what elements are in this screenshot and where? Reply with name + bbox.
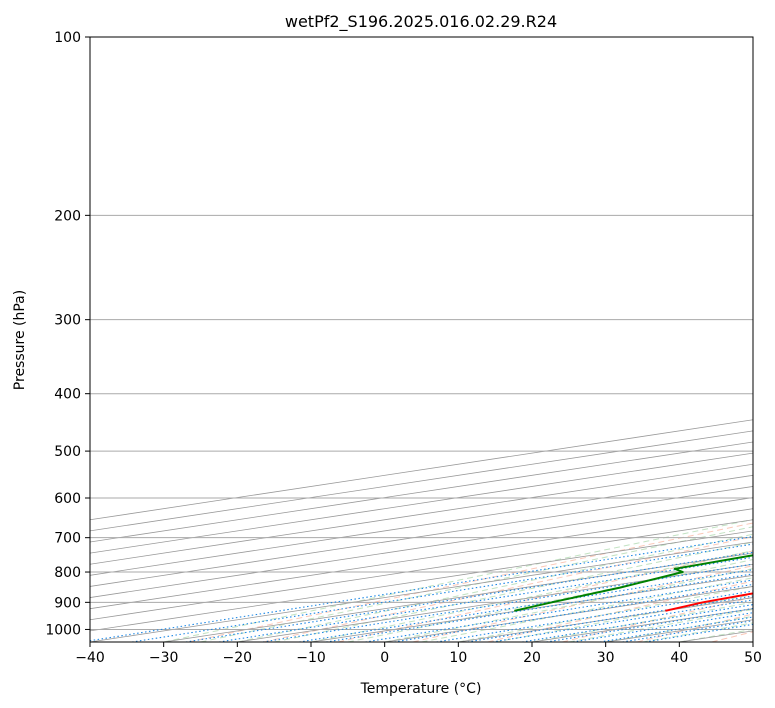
y-tick-label: 800	[54, 565, 81, 581]
isotherm-line	[90, 519, 753, 621]
moist-adiabat	[237, 533, 753, 642]
y-tick-label: 400	[54, 387, 81, 403]
dry-adiabat	[562, 596, 753, 642]
dry-adiabats	[188, 522, 753, 642]
y-axis: 100 200 300 400 500 600 700 800 900 1000	[45, 30, 90, 638]
isotherm-line	[90, 463, 753, 565]
dry-adiabat	[412, 565, 753, 642]
dry-adiabat	[338, 550, 753, 642]
x-tick-label: 30	[597, 650, 615, 666]
x-tick-label: 40	[670, 650, 688, 666]
x-tick-label: −30	[149, 650, 179, 666]
x-tick-label: −10	[296, 650, 326, 666]
moist-adiabat	[421, 577, 753, 642]
isotherm-line	[90, 441, 753, 543]
x-tick-label: 0	[380, 650, 389, 666]
mixing-ratio-lines	[90, 535, 753, 642]
moist-adiabat	[163, 519, 753, 642]
plot-area: -100-90-80-70-60-50-40-30-20-10010203040…	[90, 37, 753, 642]
moist-adiabat	[347, 559, 753, 642]
y-tick-label: 700	[54, 531, 81, 547]
x-tick-label: −40	[75, 650, 105, 666]
y-tick-label: 1000	[45, 622, 81, 638]
plot-frame	[89, 36, 754, 643]
isotherm-line	[90, 497, 753, 598]
isotherm-lines	[90, 419, 753, 642]
y-tick-label: 100	[54, 30, 81, 46]
dewpoint-profile-line	[514, 554, 753, 612]
dry-adiabat	[188, 522, 753, 642]
isotherm-line	[90, 530, 753, 632]
isotherm-line	[90, 474, 753, 576]
y-tick-label: 500	[54, 444, 81, 460]
y-tick-label: 900	[54, 595, 81, 611]
isotherm-line	[90, 508, 753, 610]
x-axis-label: Temperature (°C)	[360, 681, 482, 697]
x-tick-label: 20	[523, 650, 541, 666]
x-axis: −40 −30 −20 −10 0 10 20 30 40 50	[75, 642, 762, 666]
profile-series	[514, 554, 753, 612]
mixing-ratio-line	[299, 569, 753, 642]
chart-title: wetPf2_S196.2025.016.02.29.R24	[285, 12, 557, 32]
mixing-ratio-line	[326, 573, 753, 642]
mixing-ratio-line	[394, 583, 753, 642]
y-tick-label: 300	[54, 313, 81, 329]
mixing-ratio-line	[365, 579, 753, 642]
moist-adiabat	[495, 594, 753, 642]
y-tick-label: 200	[54, 208, 81, 224]
isobar-gridlines	[90, 37, 753, 630]
x-tick-label: 10	[449, 650, 467, 666]
isotherm-line	[90, 486, 753, 587]
y-tick-label: 600	[54, 491, 81, 507]
y-axis-label: Pressure (hPa)	[12, 290, 28, 390]
x-tick-label: −20	[223, 650, 253, 666]
isotherm-line	[90, 452, 753, 554]
x-tick-label: 50	[744, 650, 762, 666]
mixing-ratio-line	[185, 551, 753, 642]
